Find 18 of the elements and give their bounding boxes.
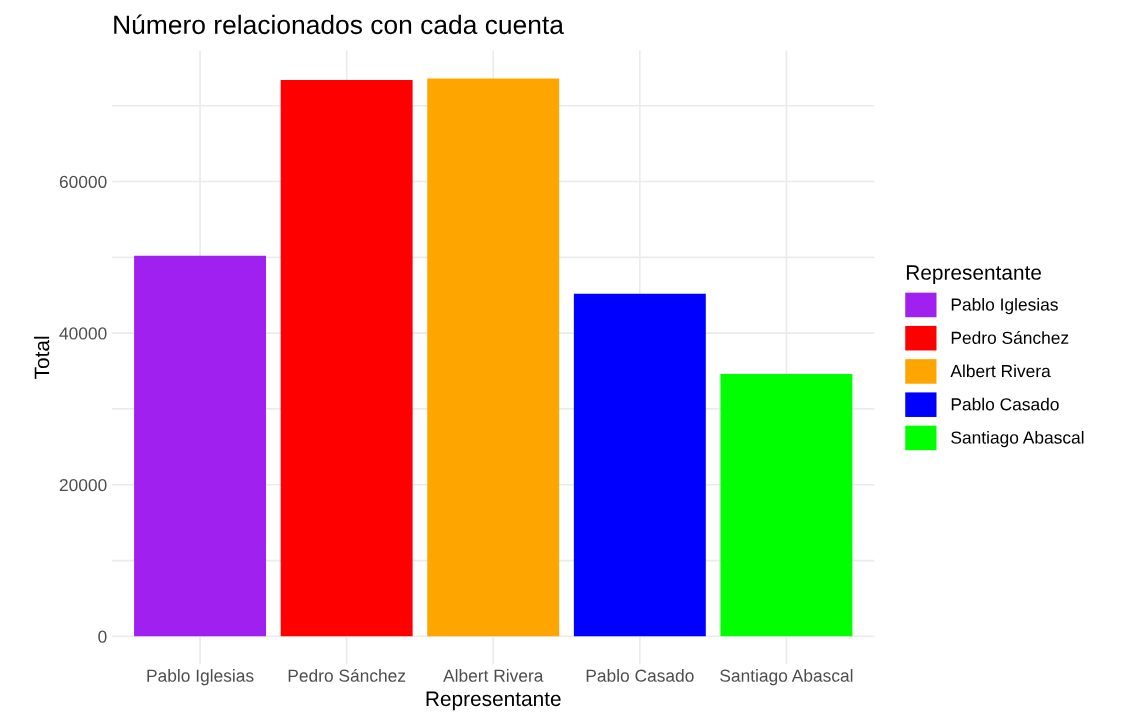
legend-label: Pablo Casado: [951, 397, 1059, 411]
x-tick-label: Pedro Sánchez: [288, 668, 406, 682]
legend-label: Pedro Sánchez: [951, 331, 1069, 344]
chart-title: Número relacionados con cada cuenta: [114, 14, 564, 35]
x-tick-label: Santiago Abascal: [720, 669, 853, 686]
x-axis-title: Representante: [426, 691, 561, 711]
y-axis-title: Total: [33, 336, 50, 379]
x-tick-label: Albert Rivera: [443, 669, 544, 682]
y-tick-label: 20000: [59, 478, 107, 492]
y-tick-label: 0: [98, 630, 107, 643]
legend-label: Albert Rivera: [950, 364, 1051, 378]
legend-label: Santiago Abascal: [951, 430, 1084, 448]
x-tick-label: Pablo Iglesias: [147, 669, 254, 686]
legend-label: Pablo Iglesias: [951, 297, 1058, 315]
x-tick-label: Pablo Casado: [586, 669, 694, 682]
y-tick-label: 60000: [59, 175, 107, 188]
y-tick-label: 40000: [59, 327, 107, 340]
legend-title: Representante: [906, 265, 1041, 284]
